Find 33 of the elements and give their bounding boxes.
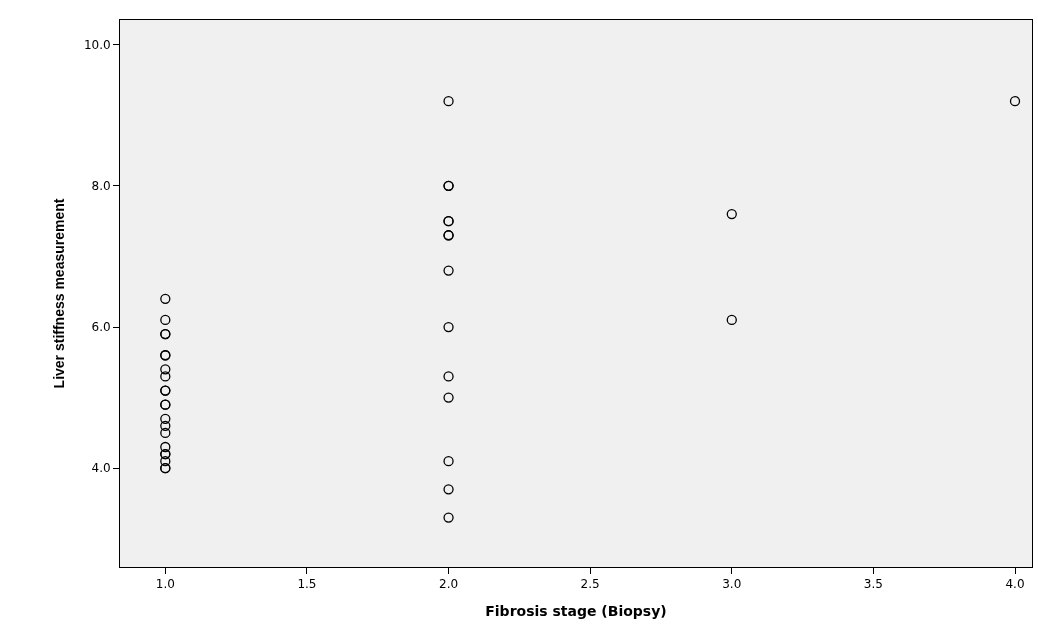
point — [726, 208, 737, 220]
x-tick-label: 3.5 — [863, 577, 883, 592]
y-tick-label: 4.0 — [91, 461, 111, 476]
point — [160, 441, 171, 453]
x-tick-label: 1.0 — [155, 577, 175, 592]
point — [443, 321, 454, 333]
point — [1009, 96, 1021, 107]
y-axis-title: Liver stiffness measurement — [51, 198, 68, 389]
x-tick-label: 2.5 — [580, 577, 600, 592]
point — [160, 364, 171, 375]
point — [443, 265, 454, 276]
point — [443, 455, 454, 467]
point — [726, 314, 737, 326]
point — [443, 484, 454, 495]
point — [160, 427, 171, 439]
point — [160, 413, 171, 424]
y-tick-label: 10.0 — [83, 37, 111, 52]
point — [160, 371, 171, 382]
point — [443, 392, 454, 403]
point — [443, 371, 454, 382]
x-tick-label: 4.0 — [1005, 577, 1025, 592]
y-tick-label: 8.0 — [91, 179, 111, 194]
point — [160, 420, 171, 431]
x-tick-label: 1.5 — [297, 577, 317, 592]
y-tick-label: 6.0 — [91, 320, 111, 335]
point — [160, 455, 171, 467]
point — [160, 293, 171, 304]
point — [160, 314, 171, 326]
x-axis-title: Fibrosis stage (Biopsy) — [485, 602, 667, 619]
point — [443, 512, 454, 523]
point — [443, 96, 454, 107]
x-tick-label: 2.0 — [439, 577, 459, 592]
x-tick-label: 3.0 — [722, 577, 742, 592]
